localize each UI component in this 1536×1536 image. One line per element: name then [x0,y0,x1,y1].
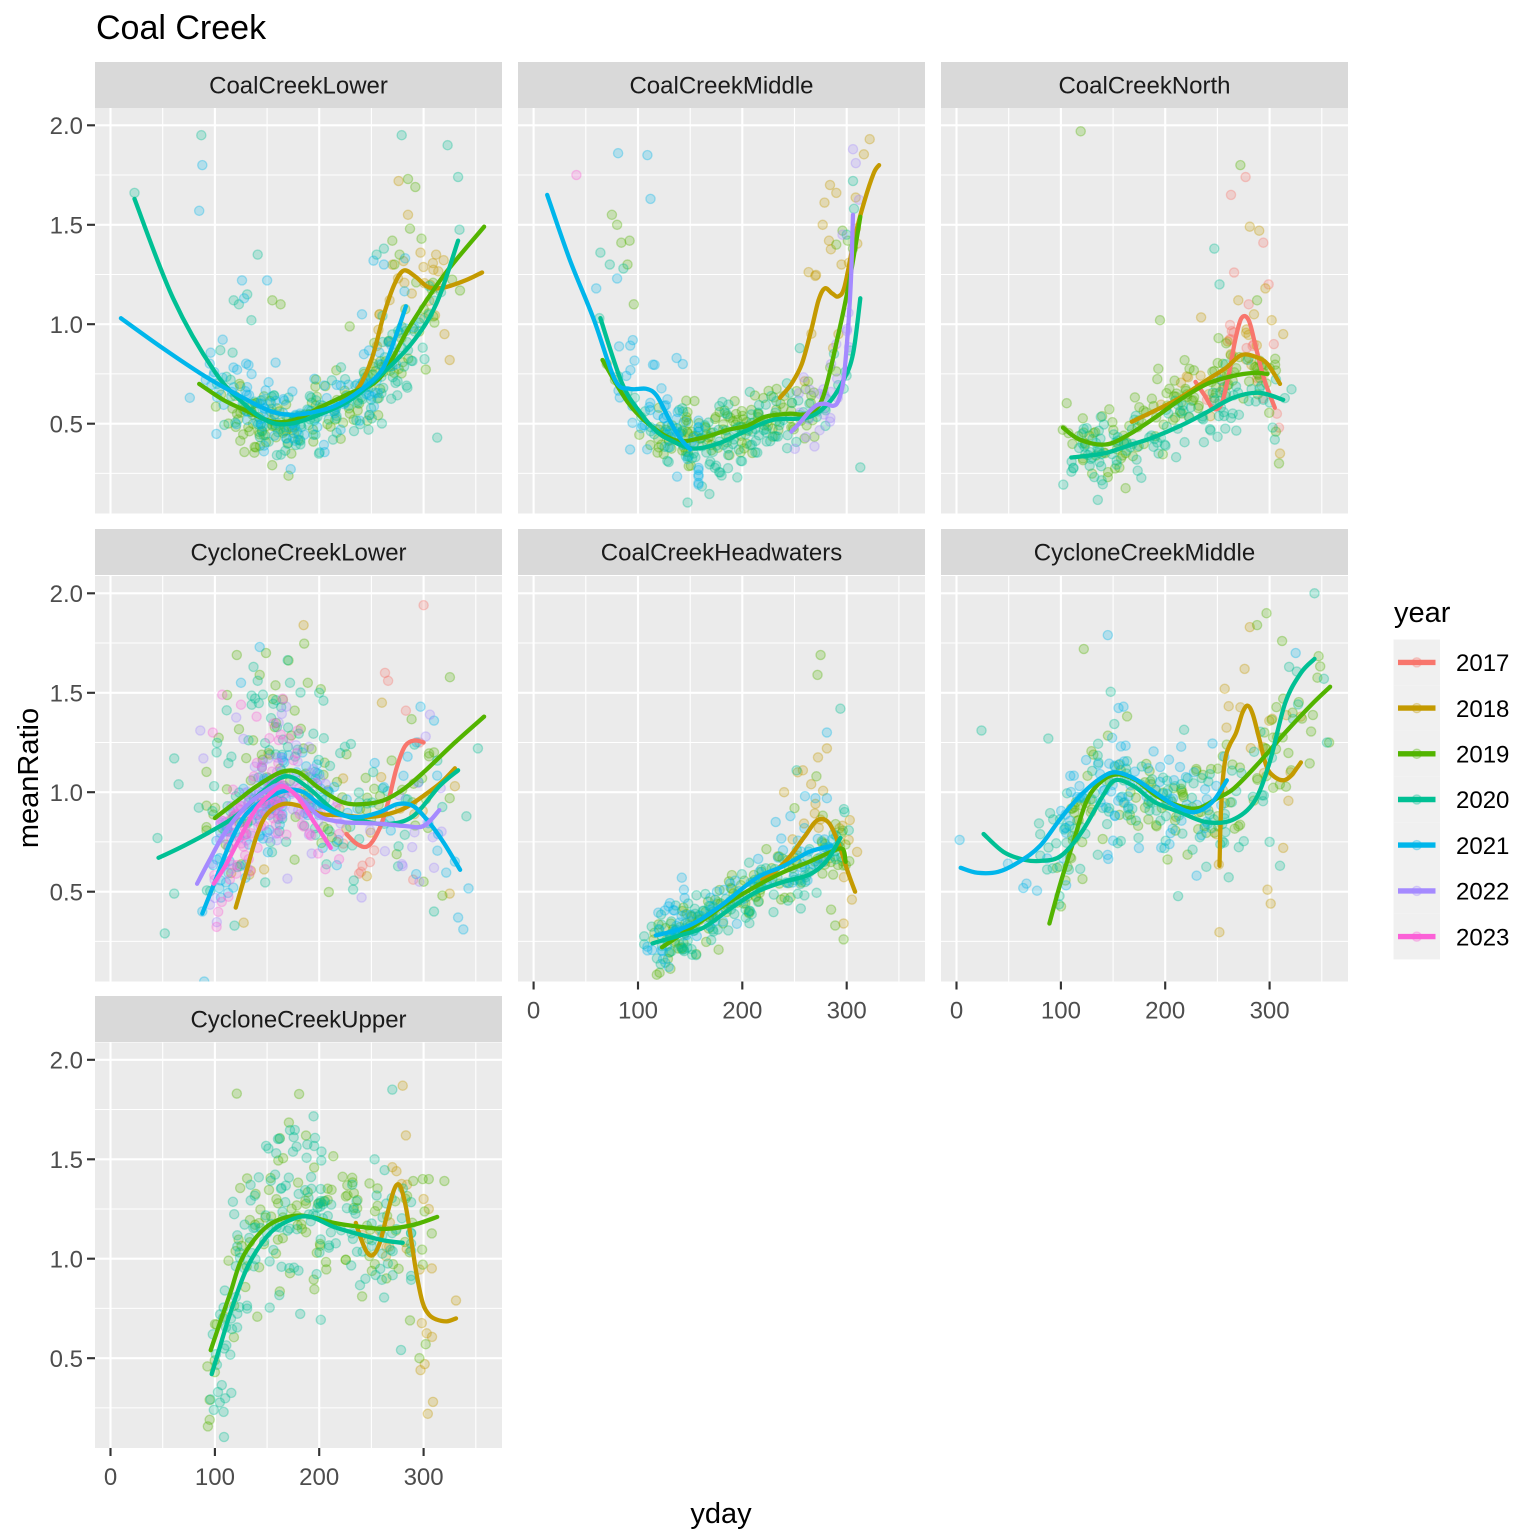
svg-text:CoalCreekLower: CoalCreekLower [209,73,388,100]
svg-text:0.5: 0.5 [50,411,83,438]
svg-text:100: 100 [1041,998,1081,1025]
svg-text:2021: 2021 [1456,833,1509,860]
svg-text:1.5: 1.5 [50,680,83,707]
svg-text:2018: 2018 [1456,696,1509,723]
svg-text:0.5: 0.5 [50,1346,83,1373]
svg-text:2020: 2020 [1456,787,1509,814]
svg-text:2.0: 2.0 [50,1047,83,1074]
svg-text:0: 0 [527,998,540,1025]
svg-text:yday: yday [690,1498,752,1530]
svg-text:200: 200 [722,998,762,1025]
svg-text:CoalCreekHeadwaters: CoalCreekHeadwaters [601,540,842,567]
svg-text:meanRatio: meanRatio [13,708,45,848]
svg-text:200: 200 [1145,998,1185,1025]
svg-text:1.0: 1.0 [50,1246,83,1273]
svg-text:2017: 2017 [1456,650,1509,677]
svg-text:100: 100 [195,1464,235,1491]
svg-text:300: 300 [1250,998,1290,1025]
svg-text:300: 300 [404,1464,444,1491]
svg-text:2022: 2022 [1456,879,1509,906]
svg-text:2.0: 2.0 [50,581,83,608]
svg-text:Coal Creek: Coal Creek [96,9,267,47]
svg-text:year: year [1394,597,1451,629]
svg-text:100: 100 [618,998,658,1025]
svg-text:CycloneCreekLower: CycloneCreekLower [190,540,406,567]
svg-text:CoalCreekNorth: CoalCreekNorth [1058,73,1230,100]
svg-text:2023: 2023 [1456,924,1509,951]
svg-text:0: 0 [104,1464,117,1491]
svg-text:0: 0 [950,998,963,1025]
svg-text:CycloneCreekMiddle: CycloneCreekMiddle [1034,540,1255,567]
svg-text:2019: 2019 [1456,742,1509,769]
svg-text:1.5: 1.5 [50,212,83,239]
svg-text:200: 200 [299,1464,339,1491]
svg-text:2.0: 2.0 [50,113,83,140]
svg-text:1.0: 1.0 [50,780,83,807]
svg-text:0.5: 0.5 [50,879,83,906]
svg-text:300: 300 [827,998,867,1025]
svg-text:CoalCreekMiddle: CoalCreekMiddle [629,73,813,100]
svg-text:1.5: 1.5 [50,1147,83,1174]
svg-text:1.0: 1.0 [50,312,83,339]
svg-text:CycloneCreekUpper: CycloneCreekUpper [190,1007,406,1034]
